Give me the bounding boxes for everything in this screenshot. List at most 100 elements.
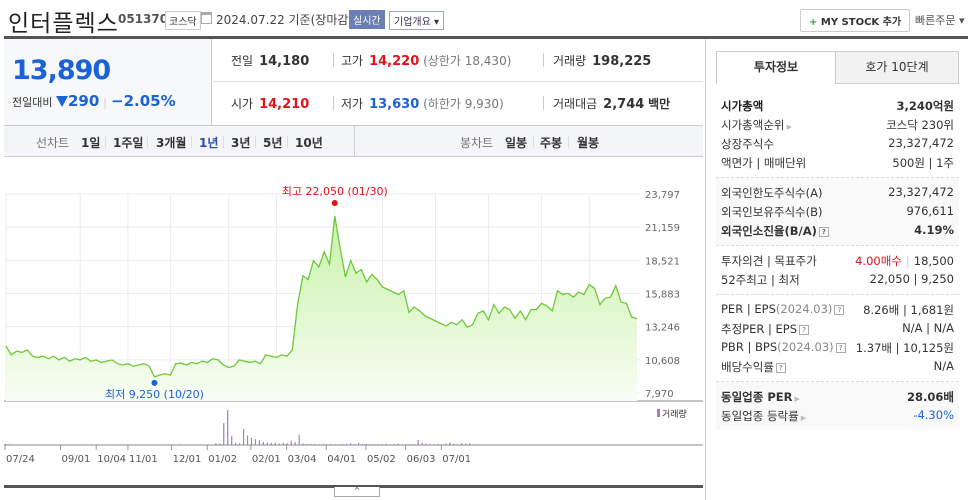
- y-tick-label: 18,521: [645, 256, 680, 267]
- low-annotation: 최저 9,250 (10/20): [105, 388, 204, 401]
- collapse-chart-button[interactable]: ^: [334, 487, 380, 497]
- market-badge: 코스닥: [165, 11, 201, 30]
- x-tick-label: 02/01: [252, 454, 281, 465]
- quick-order-dropdown[interactable]: 빠른주문 ▾: [915, 14, 965, 27]
- realtime-button[interactable]: 실시간: [349, 10, 385, 29]
- help-icon[interactable]: ?: [775, 363, 786, 373]
- help-icon[interactable]: ?: [799, 325, 810, 335]
- volume-bar: [393, 443, 395, 445]
- volume-bar: [32, 444, 34, 445]
- prev-close: 14,180: [259, 54, 310, 69]
- volume-bar: [5, 443, 7, 445]
- y-tick-label: 10,608: [645, 356, 680, 367]
- volume-bar: [254, 439, 257, 445]
- volume-bar: [72, 444, 74, 445]
- volume-bar: [92, 444, 94, 445]
- period-5y[interactable]: 5년: [263, 136, 283, 150]
- plus-icon: +: [809, 17, 818, 28]
- x-tick-label: 04/01: [327, 454, 356, 465]
- add-my-stock-button[interactable]: + MY STOCK 추가: [800, 9, 911, 32]
- price-area: [6, 216, 637, 401]
- volume-bar: [449, 442, 451, 445]
- volume-bar: [437, 443, 439, 445]
- x-tick-label: 01/02: [208, 454, 237, 465]
- candle-chart-label: 봉차트: [460, 136, 494, 150]
- help-icon[interactable]: ?: [835, 343, 846, 353]
- period-10y[interactable]: 10년: [295, 136, 323, 150]
- volume-bar: [306, 444, 308, 445]
- volume-bar: [24, 444, 27, 445]
- tab-orderbook[interactable]: 호가 10단계: [835, 51, 959, 84]
- volume-legend-swatch: [657, 409, 660, 417]
- price-change: 전일대비 290 | −2.05%: [12, 92, 176, 110]
- volume-bar: [334, 444, 336, 445]
- volume-bar: [40, 444, 42, 445]
- volume-bar: [417, 439, 419, 445]
- candle-monthly[interactable]: 월봉: [577, 136, 600, 150]
- pbr-bps-label: PBR | BPS: [721, 340, 778, 354]
- period-3m[interactable]: 3개월: [156, 136, 187, 150]
- volume-bar: [302, 443, 304, 445]
- volume-bar: [199, 444, 201, 445]
- target-price: 18,500: [913, 254, 954, 268]
- price-line: [5, 215, 638, 378]
- industry-per-link[interactable]: 동일업종 PER ▶: [721, 389, 800, 405]
- volume-bar: [250, 437, 253, 445]
- period-3y[interactable]: 3년: [231, 136, 251, 150]
- par-value: 500원 | 1주: [892, 156, 954, 170]
- volume-bar: [131, 444, 134, 445]
- listed-shares: 23,327,472: [888, 136, 954, 150]
- volume-bar: [123, 444, 126, 445]
- volume-bar: [100, 444, 102, 445]
- line-chart-label: 선차트: [36, 136, 70, 150]
- 52w-label: 52주최고 | 최저: [721, 273, 800, 287]
- volume-bar: [318, 444, 320, 445]
- help-icon[interactable]: ?: [818, 227, 829, 237]
- volume-bar: [453, 443, 455, 445]
- down-triangle-icon: [55, 96, 68, 107]
- chart-period-bar: 선차트 1일 1주일 3개월 1년 3년 5년 10년 봉차트 일봉 주봉 월봉: [4, 125, 703, 157]
- open-label: 시가: [231, 97, 254, 111]
- volume-bar: [139, 444, 142, 445]
- volume-bar: [346, 443, 348, 445]
- volume-bar: [135, 444, 138, 445]
- industry-change-link[interactable]: 동일업종 등락률 ▶: [721, 408, 806, 424]
- volume-bar: [175, 444, 177, 445]
- company-overview-dropdown[interactable]: 기업개요 ▾: [389, 11, 444, 30]
- amount-unit: 백만: [648, 97, 671, 111]
- volume-bar: [461, 443, 463, 445]
- volume-bar: [270, 442, 272, 445]
- foreign-ratio: 4.19%: [914, 223, 954, 237]
- volume-bar: [469, 443, 471, 445]
- volume-bar: [246, 435, 249, 445]
- period-1y[interactable]: 1년: [199, 136, 219, 150]
- volume-bar: [183, 444, 185, 445]
- volume-bar: [56, 444, 58, 445]
- candle-daily[interactable]: 일봉: [505, 136, 528, 150]
- market-cap-rank: 코스닥 230위: [886, 118, 954, 132]
- foreign-ratio-label: 외국인소진율(B/A): [721, 224, 817, 238]
- per-eps-label: PER | EPS: [721, 302, 776, 316]
- volume-bar: [44, 444, 46, 445]
- lower-limit: (하한가 9,930): [423, 97, 504, 111]
- volume-bar: [477, 444, 479, 445]
- divider: [4, 36, 968, 39]
- stock-name: 인터플렉스: [8, 11, 119, 37]
- investment-opinion: 4.00매수: [855, 254, 902, 268]
- x-tick-label: 05/02: [367, 454, 396, 465]
- prev-label: 전일: [231, 54, 254, 68]
- volume-bar: [338, 444, 340, 445]
- amount-value: 2,744: [603, 97, 645, 112]
- market-cap-rank-link[interactable]: 시가총액순위 ▶: [721, 117, 792, 133]
- volume-bar: [127, 444, 130, 445]
- help-icon[interactable]: ?: [834, 305, 845, 315]
- tab-investment-info[interactable]: 투자정보: [716, 51, 836, 84]
- volume-bar: [401, 444, 403, 445]
- y-tick-label: 15,883: [645, 290, 680, 301]
- candle-weekly[interactable]: 주봉: [540, 136, 563, 150]
- period-1d[interactable]: 1일: [81, 136, 101, 150]
- opinion-label: 투자의견 | 목표주가: [721, 254, 817, 268]
- period-1w[interactable]: 1주일: [113, 136, 144, 150]
- volume-bar: [441, 444, 443, 445]
- volume-bar: [80, 444, 82, 445]
